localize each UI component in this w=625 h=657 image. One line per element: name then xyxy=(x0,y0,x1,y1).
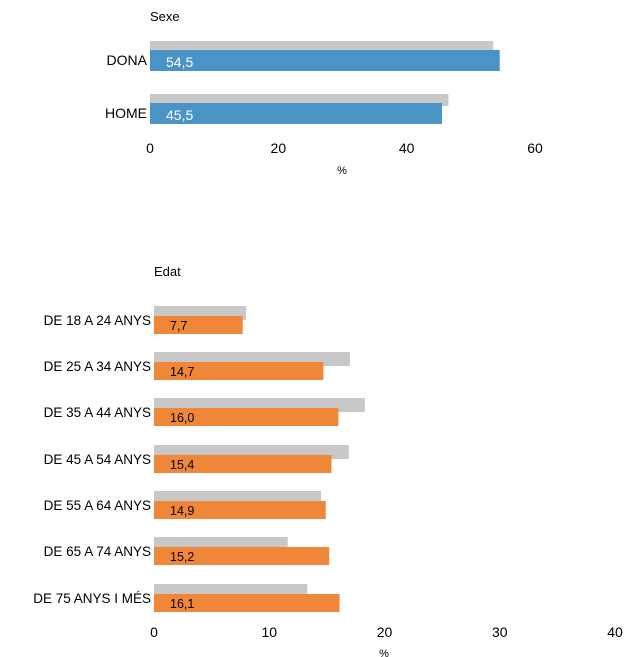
edat-bar-value xyxy=(154,362,324,380)
sexe-category-label: DONA xyxy=(107,52,148,68)
edat-bar-value xyxy=(154,408,339,426)
edat-category-label: DE 45 A 54 ANYS xyxy=(44,452,151,467)
edat-x-axis-label: % xyxy=(379,648,389,657)
sexe-data-label: 54,5 xyxy=(166,54,193,70)
edat-category-label: DE 75 ANYS I MÉS xyxy=(33,591,151,606)
edat-x-tick-label: 0 xyxy=(150,624,158,640)
edat-bar-value xyxy=(154,547,330,565)
sexe-x-tick-label: 60 xyxy=(527,140,543,156)
sexe-bar-value xyxy=(150,103,442,124)
sexe-x-tick-label: 0 xyxy=(146,140,154,156)
sexe-x-tick-label: 40 xyxy=(399,140,415,156)
edat-x-tick-label: 20 xyxy=(377,624,393,640)
sexe-bar-value xyxy=(150,50,500,71)
edat-data-label: 15,2 xyxy=(170,550,194,564)
edat-category-label: DE 65 A 74 ANYS xyxy=(44,544,151,559)
sexe-x-tick-label: 20 xyxy=(271,140,287,156)
edat-category-label: DE 55 A 64 ANYS xyxy=(44,498,151,513)
edat-chart-title: Edat xyxy=(154,264,181,279)
edat-bar-value xyxy=(154,455,332,473)
edat-data-label: 16,1 xyxy=(170,597,194,611)
edat-bar-value xyxy=(154,501,326,519)
sexe-category-label: HOME xyxy=(105,105,147,121)
edat-x-tick-label: 10 xyxy=(261,624,277,640)
edat-category-label: DE 35 A 44 ANYS xyxy=(44,405,151,420)
sexe-x-axis-label: % xyxy=(337,165,347,177)
edat-category-label: DE 18 A 24 ANYS xyxy=(44,313,151,328)
edat-data-label: 14,7 xyxy=(170,365,194,379)
edat-x-tick-label: 40 xyxy=(607,624,623,640)
sexe-chart-title: Sexe xyxy=(150,9,180,24)
sexe-data-label: 45,5 xyxy=(166,107,193,123)
edat-data-label: 7,7 xyxy=(170,319,187,333)
edat-bar-value xyxy=(154,594,340,612)
edat-bar-value xyxy=(154,316,243,334)
edat-data-label: 16,0 xyxy=(170,411,194,425)
edat-category-label: DE 25 A 34 ANYS xyxy=(44,359,151,374)
edat-x-tick-label: 30 xyxy=(492,624,508,640)
edat-data-label: 15,4 xyxy=(170,458,194,472)
edat-data-label: 14,9 xyxy=(170,504,194,518)
